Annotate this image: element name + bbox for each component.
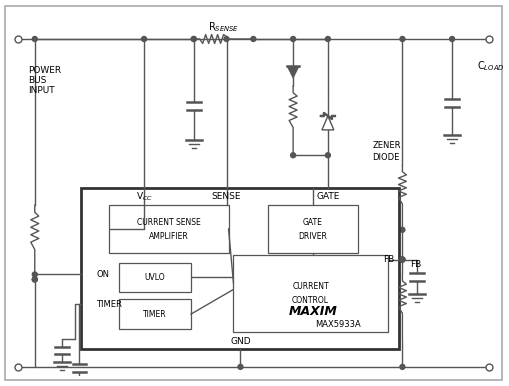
Bar: [233, 255, 387, 332]
Bar: [119, 299, 190, 329]
Circle shape: [32, 277, 37, 282]
Text: TIMER: TIMER: [96, 300, 122, 309]
Text: CURRENT: CURRENT: [292, 282, 328, 291]
Text: ON: ON: [96, 270, 109, 279]
Text: BUS: BUS: [28, 76, 46, 85]
Circle shape: [223, 37, 229, 41]
Bar: [109, 205, 228, 252]
Text: AMPLIFIER: AMPLIFIER: [149, 232, 188, 241]
Bar: [81, 188, 399, 349]
Circle shape: [399, 257, 404, 262]
Text: UVLO: UVLO: [145, 273, 165, 282]
Circle shape: [399, 37, 404, 41]
Circle shape: [449, 37, 454, 41]
Text: DRIVER: DRIVER: [298, 232, 327, 241]
Circle shape: [399, 257, 404, 262]
Text: TIMER: TIMER: [143, 310, 166, 319]
Circle shape: [399, 257, 404, 262]
Circle shape: [32, 37, 37, 41]
Polygon shape: [321, 116, 333, 130]
Circle shape: [238, 364, 242, 369]
Text: CURRENT SENSE: CURRENT SENSE: [137, 218, 201, 227]
Circle shape: [250, 37, 256, 41]
Text: ZENER: ZENER: [372, 141, 400, 150]
Text: POWER: POWER: [28, 66, 61, 75]
Circle shape: [325, 153, 330, 158]
Circle shape: [290, 153, 295, 158]
Polygon shape: [287, 66, 298, 78]
Text: MAX5933A: MAX5933A: [315, 320, 360, 328]
Text: FB: FB: [410, 260, 421, 269]
Text: GATE: GATE: [316, 193, 339, 201]
Circle shape: [290, 37, 295, 41]
Circle shape: [399, 227, 404, 232]
Text: MAXIM: MAXIM: [288, 305, 337, 318]
Circle shape: [191, 37, 196, 41]
Circle shape: [142, 37, 146, 41]
Text: V$_{CC}$: V$_{CC}$: [135, 191, 152, 203]
Circle shape: [191, 37, 196, 41]
Bar: [119, 262, 190, 292]
Text: GND: GND: [230, 337, 250, 345]
Text: CONTROL: CONTROL: [292, 296, 328, 305]
Text: INPUT: INPUT: [28, 86, 54, 95]
Text: GATE: GATE: [302, 218, 322, 227]
Circle shape: [32, 277, 37, 282]
Text: FB: FB: [382, 255, 393, 264]
Circle shape: [32, 272, 37, 277]
Text: R$_{SENSE}$: R$_{SENSE}$: [208, 20, 239, 34]
Circle shape: [325, 37, 330, 41]
Text: DIODE: DIODE: [372, 153, 399, 162]
Circle shape: [399, 364, 404, 369]
Text: C$_{LOAD}$: C$_{LOAD}$: [476, 59, 503, 73]
Bar: [268, 205, 357, 252]
Text: SENSE: SENSE: [211, 193, 241, 201]
